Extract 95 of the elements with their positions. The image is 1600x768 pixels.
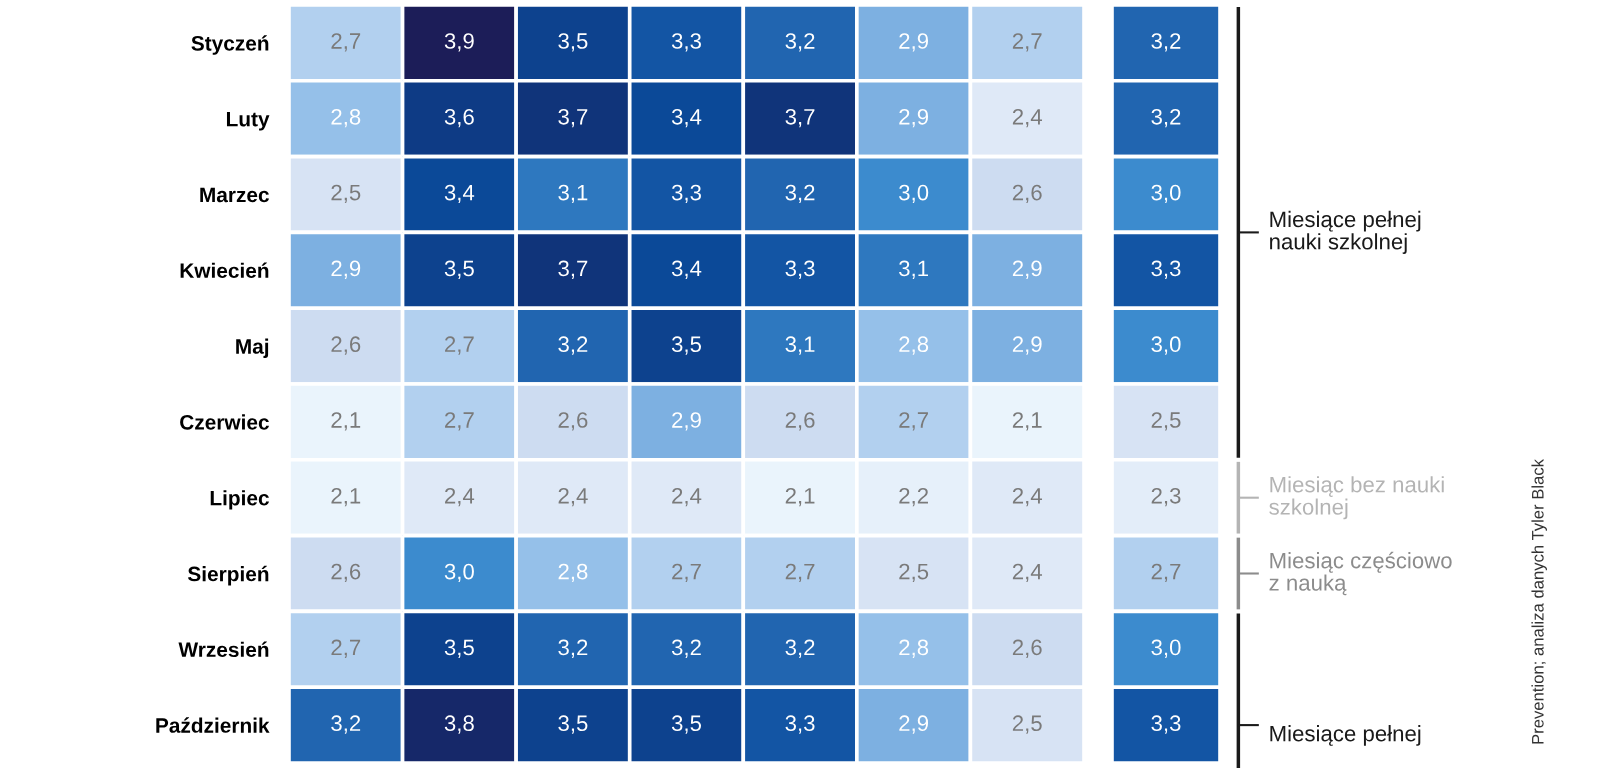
data-label: 3,3 bbox=[671, 33, 701, 52]
data-label: 3,3 bbox=[1151, 715, 1181, 734]
y-tick-label: Luty bbox=[226, 111, 270, 131]
data-label: 3,0 bbox=[899, 184, 929, 204]
data-label: 3,2 bbox=[558, 336, 588, 355]
data-label: 3,4 bbox=[444, 184, 475, 204]
data-label: 3,3 bbox=[1151, 260, 1181, 279]
data-label: 2,4 bbox=[558, 487, 588, 507]
data-label: 2,9 bbox=[899, 108, 929, 128]
data-label: 3,0 bbox=[1151, 336, 1181, 355]
y-tick-label: Październik bbox=[156, 717, 270, 733]
data-label: 3,1 bbox=[899, 260, 929, 279]
data-label: 2,7 bbox=[331, 639, 361, 658]
y-tick-label: Maj bbox=[236, 338, 269, 358]
data-label: 2,4 bbox=[1012, 487, 1043, 507]
data-label: 3,3 bbox=[671, 184, 701, 204]
text: Miesiąc częściowo z nauką bbox=[1269, 551, 1452, 596]
data-label: 2,1 bbox=[331, 412, 361, 431]
data-label: 2,7 bbox=[1012, 33, 1042, 52]
data-label: 2,9 bbox=[1012, 260, 1042, 279]
data-label: 3,5 bbox=[444, 639, 474, 658]
data-label: 3,3 bbox=[785, 260, 815, 279]
data-label: 2,4 bbox=[445, 487, 475, 507]
data-label: 2,9 bbox=[899, 715, 929, 734]
data-label: 2,7 bbox=[445, 336, 474, 355]
data-label: 3,2 bbox=[1151, 33, 1181, 52]
data-label: 3,0 bbox=[1151, 639, 1181, 658]
y-tick-label: Czerwiec bbox=[180, 414, 269, 430]
data-label: 3,2 bbox=[785, 184, 815, 204]
data-label: 3,3 bbox=[785, 715, 815, 734]
data-label: 3,4 bbox=[671, 260, 702, 279]
y-tick-label: Marzec bbox=[200, 187, 269, 203]
data-label: 2,8 bbox=[899, 639, 929, 658]
data-label: 3,4 bbox=[671, 108, 702, 128]
data-label: 3,7 bbox=[785, 108, 815, 128]
data-label: 2,4 bbox=[672, 487, 702, 507]
text: Miesiące pełnej nauki szkolnej bbox=[1270, 210, 1421, 254]
data-label: 2,6 bbox=[1012, 639, 1042, 658]
text: Miesiące pełnej bbox=[1270, 725, 1421, 746]
text: Miesiąc bez nauki szkolnej bbox=[1269, 476, 1444, 520]
data-label: 2,7 bbox=[445, 412, 474, 431]
data-label: 2,7 bbox=[785, 563, 815, 583]
data-label: 2,8 bbox=[331, 108, 361, 128]
data-label: 2,9 bbox=[899, 33, 929, 52]
data-label: 2,7 bbox=[1151, 563, 1181, 583]
data-label: 2,9 bbox=[1012, 336, 1042, 355]
data-label: 2,5 bbox=[899, 563, 929, 583]
data-label: 2,9 bbox=[672, 412, 701, 431]
data-label: 3,5 bbox=[671, 336, 702, 355]
data-label: 3,2 bbox=[558, 639, 588, 658]
data-label: 2,5 bbox=[1012, 715, 1042, 734]
data-label: 2,6 bbox=[785, 412, 815, 431]
data-label: 2,6 bbox=[331, 563, 361, 583]
data-label: 2,7 bbox=[331, 33, 361, 52]
data-label: 3,8 bbox=[444, 715, 474, 734]
data-label: 3,1 bbox=[785, 336, 815, 355]
y-tick-label: Sierpień bbox=[187, 565, 269, 586]
data-label: 2,6 bbox=[558, 412, 588, 431]
data-label: 3,2 bbox=[331, 715, 361, 734]
data-label: 2,1 bbox=[785, 487, 815, 507]
data-label: 2,3 bbox=[1151, 487, 1181, 507]
data-label: 2,4 bbox=[1012, 563, 1043, 583]
data-label: 2,1 bbox=[1012, 412, 1042, 431]
data-label: 3,2 bbox=[1151, 108, 1181, 128]
data-label: 2,4 bbox=[1012, 108, 1043, 128]
data-label: 2,8 bbox=[558, 563, 588, 583]
data-label: 3,5 bbox=[558, 715, 588, 734]
data-label: 2,1 bbox=[331, 487, 361, 507]
y-tick-label: Styczeń bbox=[191, 35, 269, 55]
data-label: 2,6 bbox=[1012, 184, 1042, 204]
data-label: 3,0 bbox=[1151, 184, 1181, 204]
data-label: 3,5 bbox=[444, 260, 474, 279]
data-label: 3,2 bbox=[785, 33, 815, 52]
data-label: 3,6 bbox=[444, 108, 474, 128]
data-label: 2,8 bbox=[899, 336, 929, 355]
y-tick-label: Kwiecień bbox=[180, 262, 269, 279]
y-tick-label: Wrzesień bbox=[178, 641, 269, 658]
data-label: 2,7 bbox=[672, 563, 701, 583]
data-label: 2,5 bbox=[331, 184, 361, 204]
y-tick-label: Lipiec bbox=[210, 490, 269, 510]
data-label: 3,5 bbox=[558, 33, 588, 52]
text: Prevention; analiza danych Tyler Black bbox=[1531, 458, 1547, 744]
data-label: 3,2 bbox=[785, 639, 815, 658]
data-label: 3,7 bbox=[558, 108, 588, 128]
data-label: 2,7 bbox=[899, 412, 928, 431]
data-label: 3,7 bbox=[558, 260, 588, 279]
data-label: 2,2 bbox=[899, 487, 928, 507]
data-label: 3,9 bbox=[444, 33, 474, 52]
data-label: 2,9 bbox=[331, 260, 361, 279]
data-label: 2,5 bbox=[1151, 412, 1181, 431]
data-label: 3,5 bbox=[671, 715, 702, 734]
data-label: 3,0 bbox=[444, 563, 474, 583]
data-label: 3,1 bbox=[558, 184, 588, 204]
data-label: 3,2 bbox=[671, 639, 701, 658]
data-label: 2,6 bbox=[331, 336, 361, 355]
